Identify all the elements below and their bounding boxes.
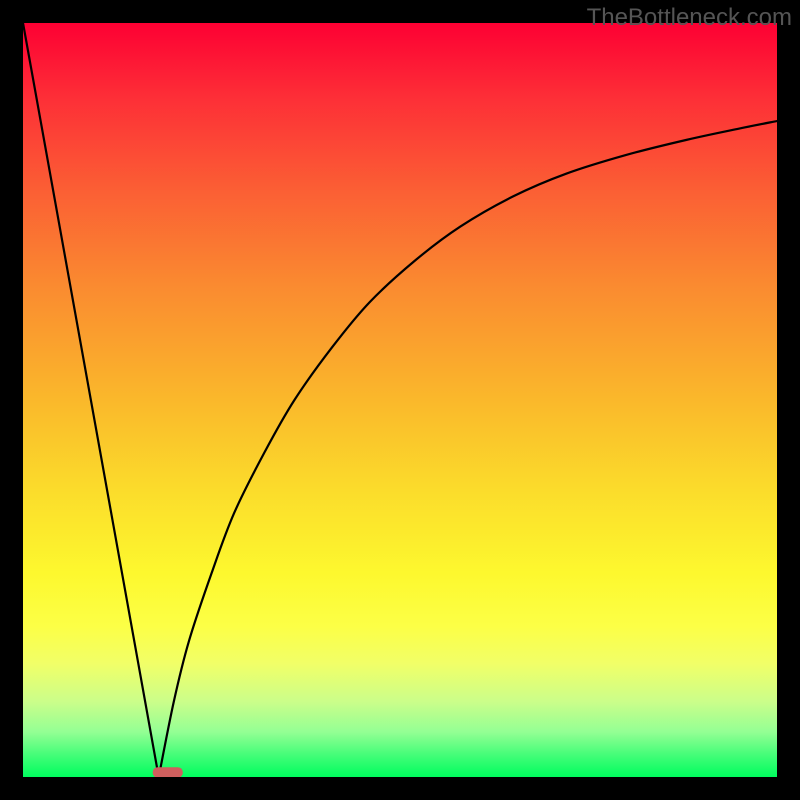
bottleneck-chart: TheBottleneck.com xyxy=(0,0,800,800)
chart-background xyxy=(23,23,777,777)
minimum-marker xyxy=(153,767,183,778)
chart-svg xyxy=(0,0,800,800)
